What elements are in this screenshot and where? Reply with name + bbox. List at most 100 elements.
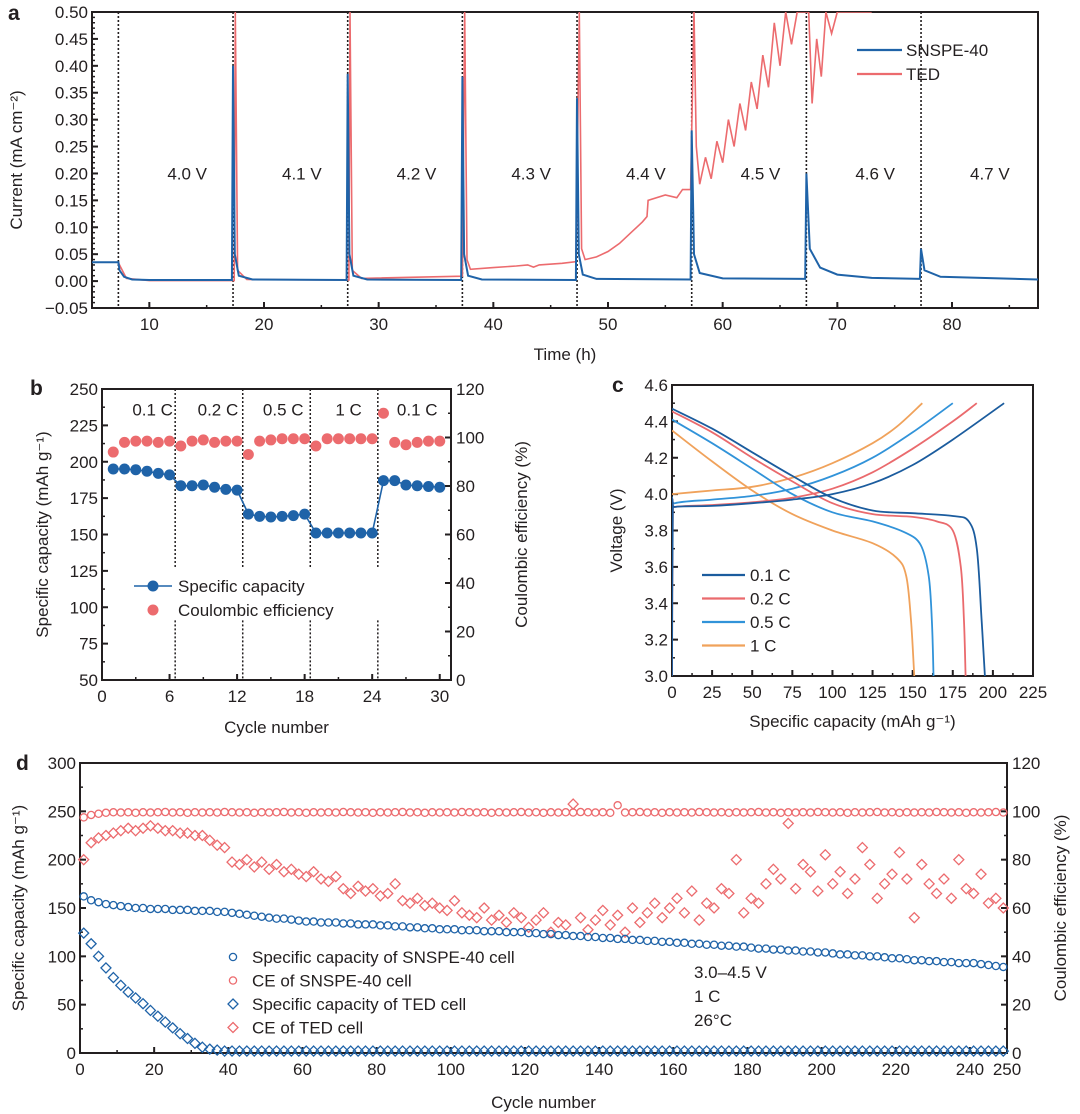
ce-of-snspe-40-cell-point — [754, 807, 763, 817]
ce-of-ted-cell-point — [671, 892, 683, 905]
x-tick-label: 0 — [75, 1060, 84, 1079]
specific-capacity-of-snspe-40-cell-point — [687, 939, 697, 949]
ce-of-ted-cell-point — [263, 863, 276, 876]
ce-of-ted-cell-point — [908, 911, 921, 924]
ce-of-ted-cell-point — [522, 921, 535, 934]
ce-of-ted-cell-point — [774, 873, 787, 885]
x-tick-label: 12 — [228, 687, 247, 706]
specific-capacity-of-snspe-40-cell-point — [843, 950, 852, 959]
ce-of-ted-cell-point — [708, 902, 720, 914]
y-tick-label: 4.6 — [644, 376, 668, 395]
legend-label: Specific capacity of TED cell — [252, 995, 466, 1014]
specific-capacity-of-snspe-40-cell-point — [494, 926, 504, 936]
ce-of-ted-cell-point — [700, 897, 713, 910]
ce-point — [209, 436, 221, 448]
y-tick-label: 125 — [70, 562, 98, 581]
ce-of-ted-cell-point — [329, 870, 342, 883]
ce-of-ted-cell-point — [960, 882, 973, 895]
specific-capacity-of-ted-cell-point — [285, 1045, 298, 1057]
ce-of-snspe-40-cell-point — [264, 808, 274, 817]
ce-point — [265, 434, 277, 446]
ce-of-snspe-40-cell-point — [583, 808, 593, 817]
ce-of-ted-cell-point — [938, 873, 950, 885]
specific-capacity-of-snspe-40-cell-point — [776, 945, 786, 954]
x-tick-label: 220 — [882, 1060, 910, 1079]
ce-of-ted-cell-point — [693, 914, 706, 927]
specific-capacity-of-snspe-40-cell-point — [175, 905, 185, 915]
voltage-label: 4.7 V — [970, 164, 1010, 183]
specific-capacity-of-snspe-40-cell-point — [212, 907, 222, 917]
specific-capacity-of-snspe-40-cell-point — [257, 912, 266, 921]
ce-point — [130, 435, 142, 447]
ce-of-ted-cell-point — [789, 882, 802, 895]
specific-capacity-of-snspe-40-cell-point — [709, 940, 719, 949]
charge-curve — [672, 402, 923, 496]
specific-capacity-of-snspe-40-cell-point — [205, 906, 215, 916]
ce-of-ted-cell-point — [782, 817, 795, 830]
legend-swatch — [227, 998, 239, 1010]
ce-of-snspe-40-cell-point — [939, 808, 949, 817]
specific-capacity-of-snspe-40-cell-point — [287, 915, 296, 924]
x-tick-label: 40 — [219, 1060, 238, 1079]
ce-of-snspe-40-cell-point — [227, 808, 237, 817]
ce-of-snspe-40-cell-point — [732, 808, 741, 817]
ce-of-ted-cell-point — [574, 911, 587, 924]
ce-of-snspe-40-cell-point — [554, 808, 563, 817]
ce-of-ted-cell-point — [596, 904, 609, 917]
ce-of-ted-cell-point — [211, 839, 224, 852]
ce-of-ted-cell-point — [515, 911, 528, 924]
specific-capacity-of-snspe-40-cell-point — [86, 896, 96, 905]
specific-capacity-of-snspe-40-cell-point — [109, 900, 118, 910]
specific-capacity-of-ted-cell-point — [77, 927, 90, 940]
legend-label: CE of TED cell — [252, 1019, 363, 1038]
ce-of-snspe-40-cell-point — [776, 808, 786, 818]
ce-of-snspe-40-cell-point — [109, 808, 118, 817]
ce-of-ted-cell-point — [685, 885, 698, 898]
specific-capacity-of-snspe-40-cell-point — [643, 936, 652, 946]
ce-of-snspe-40-cell-point — [301, 808, 311, 818]
voltage-label: 4.5 V — [741, 164, 781, 183]
ce-of-snspe-40-cell-point — [205, 808, 215, 817]
y2-tick-label: 60 — [456, 526, 475, 545]
specific-capacity-of-ted-cell-point — [945, 1045, 958, 1057]
y2-tick-label: 20 — [1012, 996, 1031, 1015]
ce-of-ted-cell-point — [656, 911, 669, 924]
ce-point — [400, 439, 412, 451]
ce-point — [411, 436, 423, 448]
ce-of-snspe-40-cell-point — [405, 808, 415, 817]
x-tick-label: 200 — [807, 1060, 835, 1079]
y-tick-label: 50 — [79, 671, 98, 690]
ce-of-ted-cell-point — [678, 906, 691, 919]
capacity-point — [152, 467, 164, 479]
specific-capacity-of-ted-cell-point — [100, 962, 112, 974]
rate-label: 0.1 C — [132, 400, 173, 419]
capacity-point — [141, 465, 153, 477]
specific-capacity-of-ted-cell-point — [470, 1045, 483, 1057]
test-condition: 3.0–4.5 V — [694, 963, 767, 982]
ce-of-ted-cell-point — [626, 902, 639, 914]
legend-label: 0.1 C — [750, 566, 791, 585]
ce-of-snspe-40-cell-point — [131, 808, 140, 818]
ce-point — [164, 435, 176, 447]
charge-curve — [672, 402, 1005, 676]
ce-of-ted-cell-point — [240, 853, 253, 866]
specific-capacity-of-snspe-40-cell-point — [568, 931, 578, 941]
ce-of-snspe-40-cell-point — [620, 808, 630, 817]
ce-of-ted-cell-point — [871, 892, 884, 905]
ce-of-snspe-40-cell-point — [479, 808, 489, 817]
y2-tick-label: 120 — [456, 380, 484, 399]
x-tick-label: 30 — [369, 315, 388, 334]
specific-capacity-of-ted-cell-point — [233, 1045, 246, 1057]
ce-of-ted-cell-point — [478, 902, 491, 914]
x-tick-label: 60 — [293, 1060, 312, 1079]
y-tick-label: 150 — [70, 526, 98, 545]
specific-capacity-of-snspe-40-cell-point — [442, 925, 452, 934]
specific-capacity-of-snspe-40-cell-point — [605, 933, 615, 943]
panel-a-current-vs-time: 10 20 30 40 50 60 70 80 −0.05 0.00 0.05 0.10 0.15 0.2… — [7, 2, 1039, 364]
specific-capacity-of-snspe-40-cell-point — [969, 958, 978, 968]
specific-capacity-of-ted-cell-point — [760, 1045, 772, 1057]
capacity-point — [265, 511, 277, 523]
y-tick-label: 0.40 — [55, 57, 88, 76]
ce-of-ted-cell-point — [300, 870, 313, 883]
ce-of-ted-cell-point — [507, 906, 520, 919]
